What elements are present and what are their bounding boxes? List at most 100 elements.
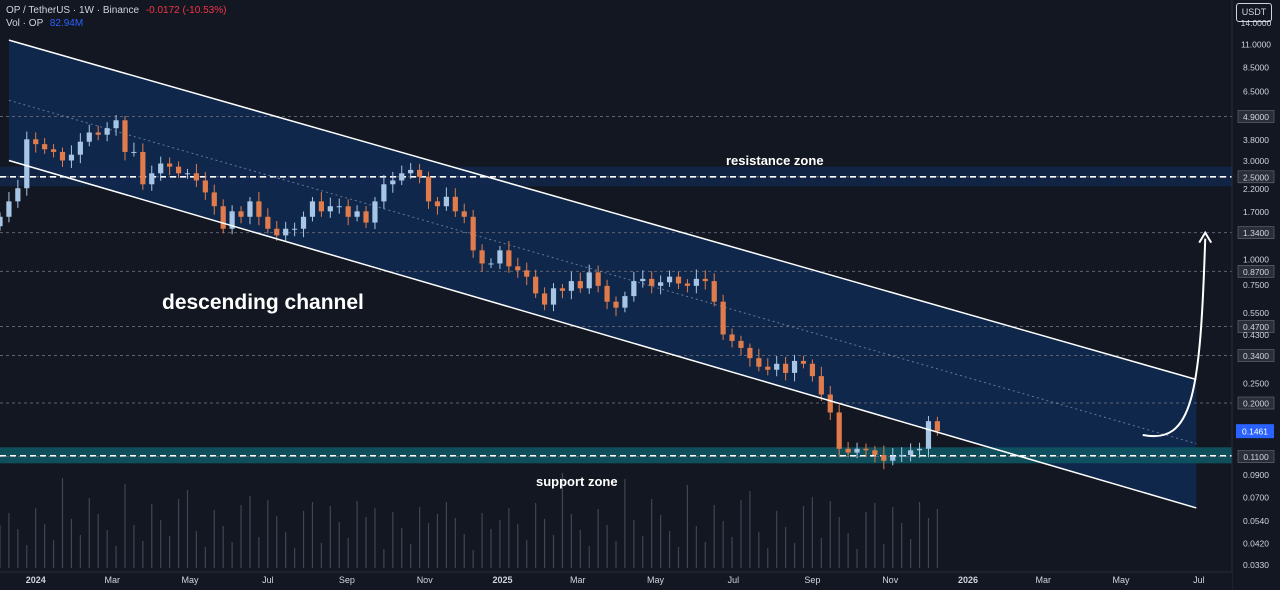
price-tick-label: 0.2000 <box>1243 399 1269 409</box>
candle-body <box>675 276 682 284</box>
candle-body <box>283 228 289 236</box>
projection-arrow <box>1142 238 1207 438</box>
candle-body <box>818 376 824 395</box>
volume-bar <box>169 536 171 568</box>
candle-body <box>506 250 512 267</box>
volume-bar <box>579 530 581 568</box>
volume-label[interactable]: Vol · OP <box>6 18 44 29</box>
price-tick-label: 0.0330 <box>1243 560 1269 570</box>
candle-body <box>863 448 869 451</box>
price-tick-label: 0.0540 <box>1243 516 1269 526</box>
price-tick-label: 0.4300 <box>1243 330 1269 340</box>
candle-body <box>747 347 753 359</box>
candle-body <box>836 412 842 449</box>
candle-body <box>86 132 92 142</box>
volume-bar <box>17 529 19 568</box>
candle-body <box>149 173 155 185</box>
volume-bar <box>374 508 376 568</box>
candle-body <box>666 276 673 283</box>
candle-body <box>211 192 217 207</box>
candle-body <box>318 201 324 212</box>
last-price-tag <box>1236 424 1274 439</box>
candle-body <box>702 278 708 282</box>
candle-body <box>604 285 610 302</box>
volume-bar <box>240 505 242 568</box>
price-tick-label: 0.0900 <box>1243 470 1269 480</box>
volume-bar <box>70 519 73 568</box>
volume-bar <box>294 548 296 568</box>
volume-bar <box>472 550 474 568</box>
volume-bar <box>695 526 697 568</box>
candle-body <box>131 151 137 153</box>
candle-body <box>229 211 235 229</box>
time-tick-label: Sep <box>339 575 355 585</box>
candle-body <box>916 448 923 451</box>
descending-channel-fill <box>8 40 1197 508</box>
candle-body <box>399 173 405 181</box>
volume-bar <box>222 526 224 568</box>
candle-body <box>899 454 905 457</box>
price-tick-label: 0.3400 <box>1243 351 1269 361</box>
symbol-title[interactable]: OP / TetherUS · 1W · Binance <box>6 5 140 16</box>
volume-bar <box>677 547 680 568</box>
candle-body <box>524 270 530 277</box>
volume-bar <box>213 510 215 568</box>
volume-bar <box>79 535 81 568</box>
candle-body <box>595 272 601 286</box>
time-tick-label: May <box>647 575 665 585</box>
candle-body <box>461 211 467 217</box>
candle-body <box>640 278 646 282</box>
volume-bar <box>660 515 662 568</box>
candle-body <box>586 272 592 289</box>
candle-body <box>256 201 262 217</box>
price-tick-label: 0.0700 <box>1243 493 1269 503</box>
volume-bar <box>302 511 305 568</box>
volume-bar <box>133 525 135 568</box>
candle-body <box>720 301 726 335</box>
volume-value: 82.94M <box>49 18 84 29</box>
price-tick-label: 1.7000 <box>1243 207 1269 217</box>
candle-body <box>541 293 548 305</box>
support-zone-label: support zone <box>536 474 618 489</box>
time-tick-label: Mar <box>1035 575 1051 585</box>
candle-body <box>425 176 432 202</box>
volume-bar <box>427 523 430 568</box>
volume-bar <box>410 544 412 568</box>
volume-bar <box>177 499 180 568</box>
price-tick-label: 3.8000 <box>1243 135 1269 145</box>
price-tag-box <box>1237 396 1275 410</box>
channel-label: descending channel <box>162 291 364 314</box>
candle-body <box>622 296 628 308</box>
volume-bar <box>526 540 528 568</box>
candle-body <box>158 163 164 174</box>
volume-bar <box>142 541 144 568</box>
volume-bar <box>436 514 439 568</box>
price-tag-box <box>1237 320 1275 333</box>
volume-bar <box>588 546 590 568</box>
channel-lower-line <box>8 159 1197 509</box>
time-tick-label: 2025 <box>492 575 512 585</box>
candle-body <box>175 166 182 174</box>
volume-bar <box>418 507 421 568</box>
volume-bar <box>97 514 99 568</box>
time-tick-label: Jul <box>1193 575 1205 585</box>
price-tag-box <box>1237 265 1275 278</box>
candle-body <box>443 196 449 207</box>
candle-body <box>845 448 851 453</box>
volume-bar <box>186 490 189 568</box>
volume-bar <box>874 503 876 568</box>
candle-body <box>649 278 655 286</box>
candle-body <box>300 216 307 229</box>
candle-body <box>577 281 583 289</box>
currency-badge[interactable]: USDT <box>1236 3 1272 22</box>
candle-body <box>631 281 637 297</box>
candle-body <box>881 454 887 461</box>
price-tick-label: 0.1100 <box>1243 452 1269 462</box>
volume-bar <box>61 478 64 568</box>
volume-bar <box>517 524 519 568</box>
volume-bar <box>151 504 153 568</box>
price-tick-label: 0.8700 <box>1243 267 1269 277</box>
candle-body <box>800 360 807 364</box>
volume-bar <box>918 502 921 568</box>
